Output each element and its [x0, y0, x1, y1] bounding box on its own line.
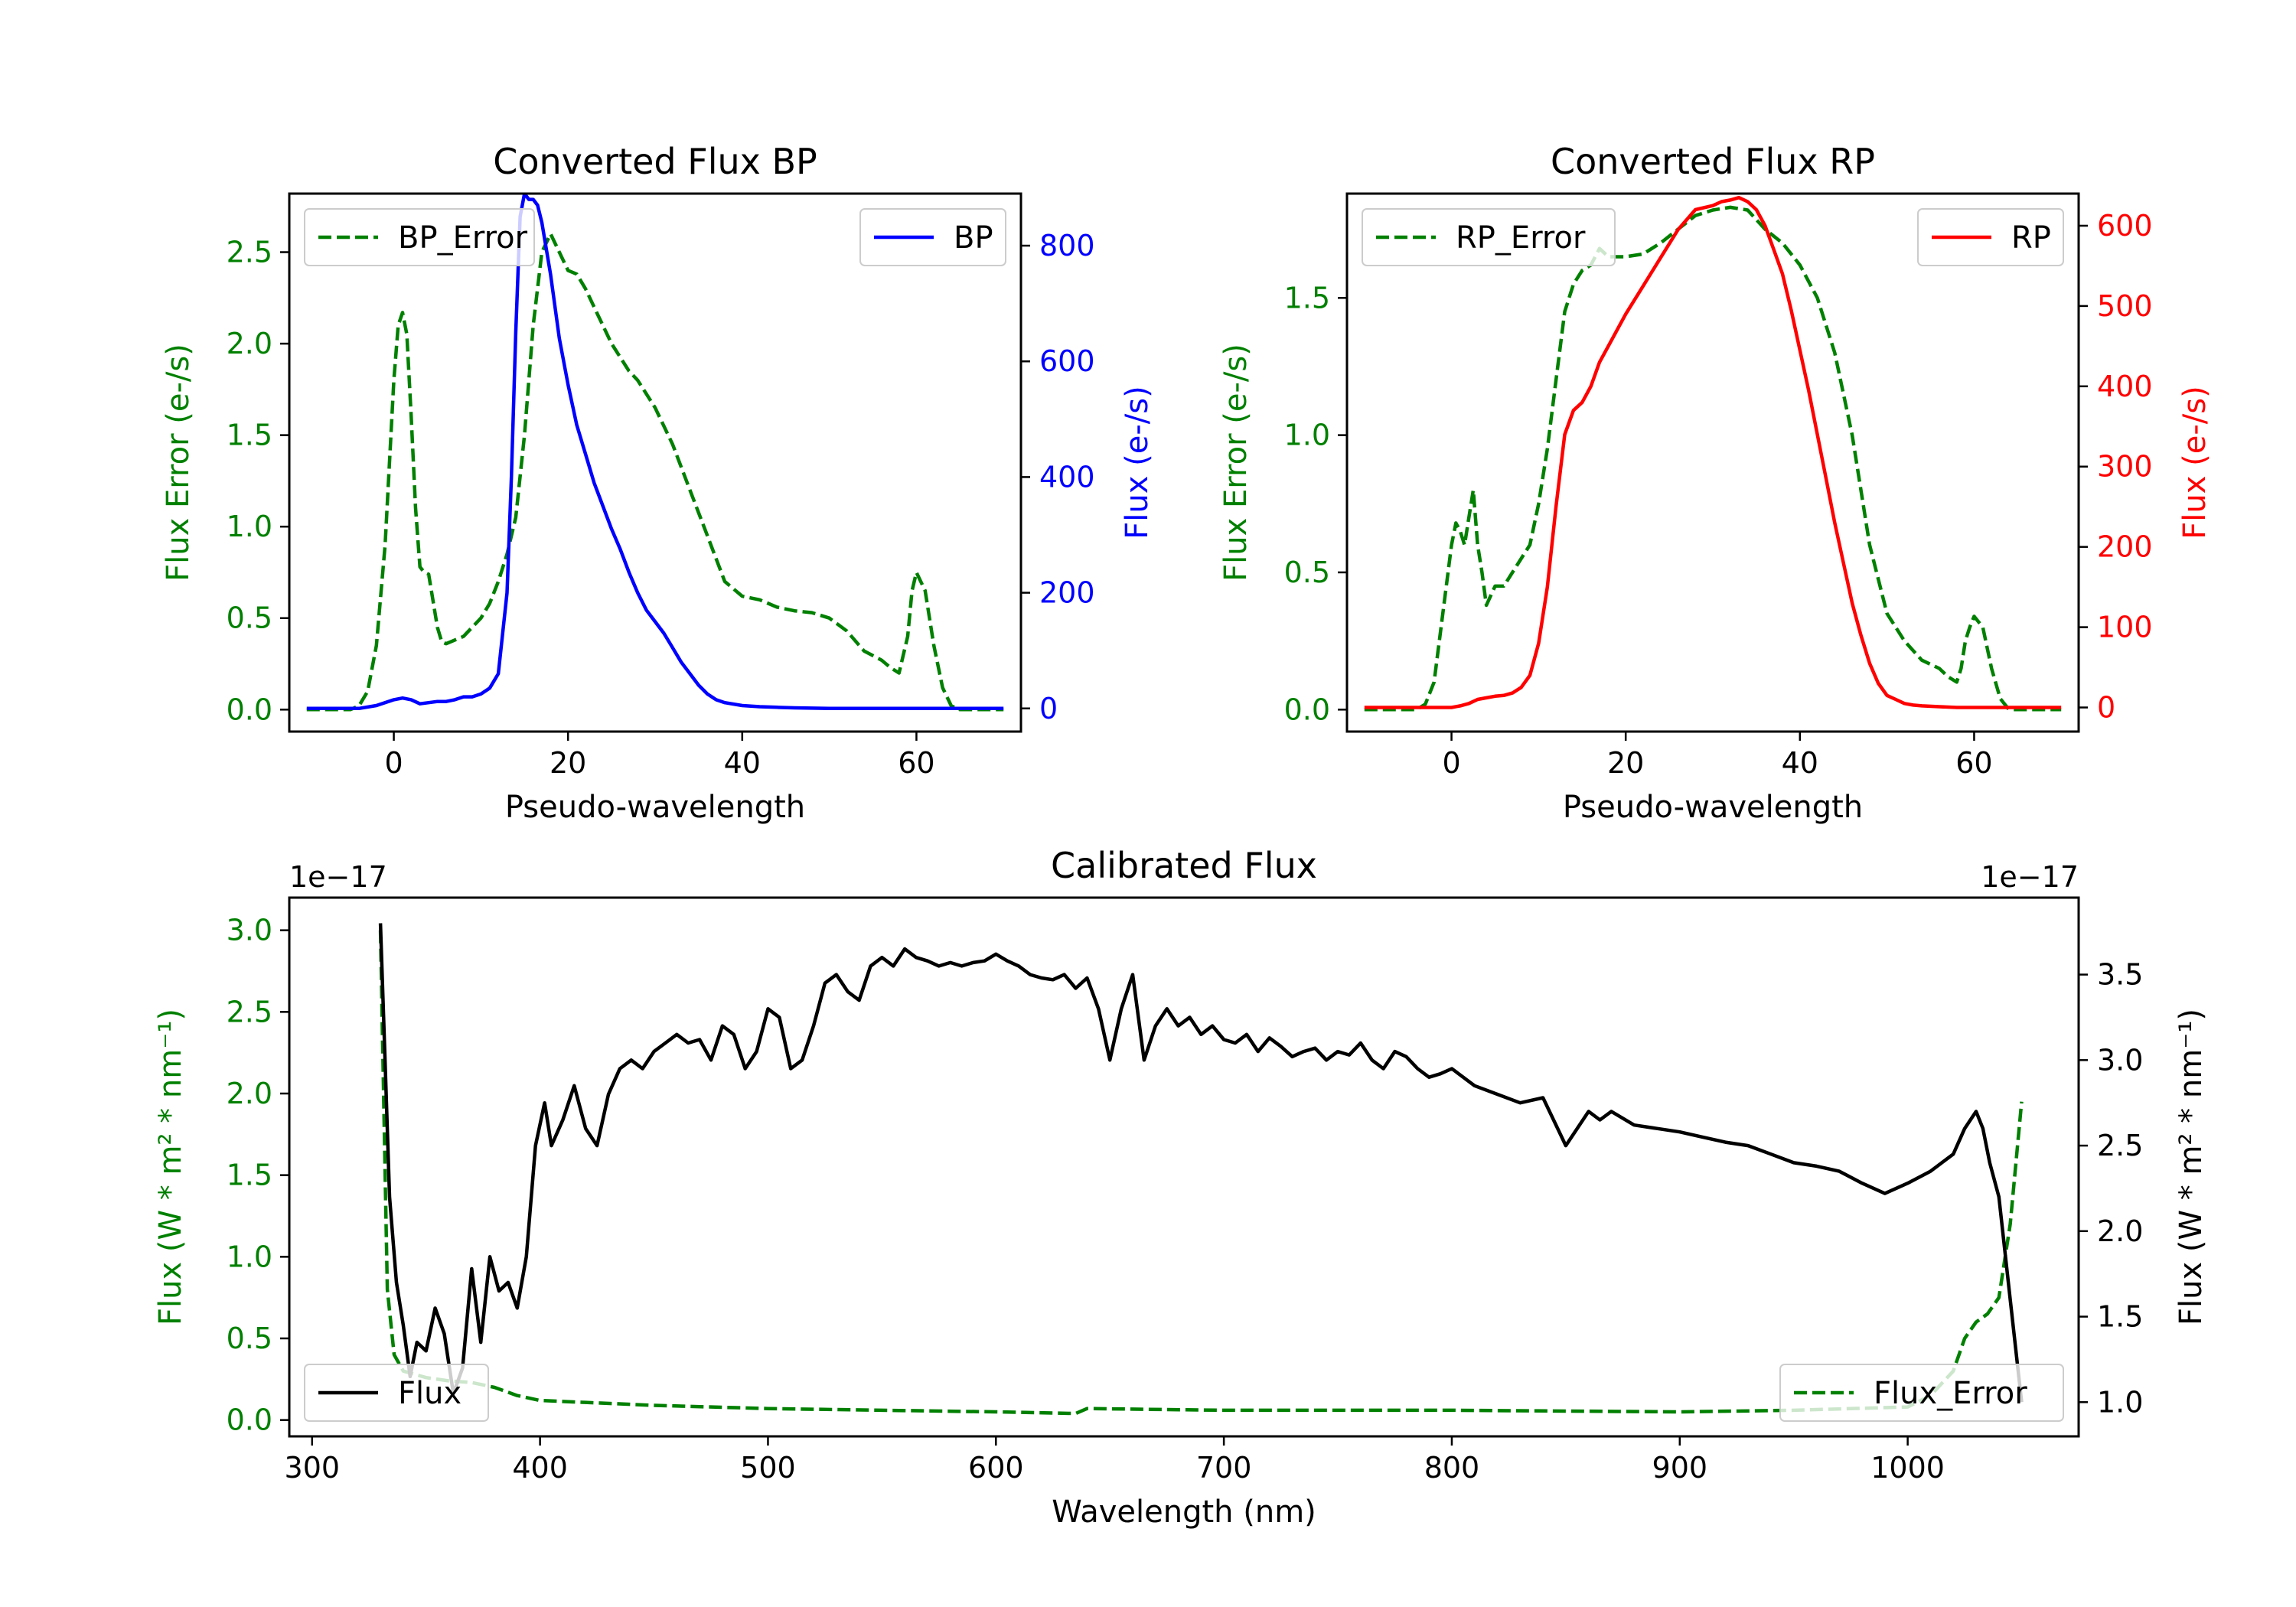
y-left-tick-label: 1.5 — [227, 1159, 272, 1192]
legend-left: RP_Error — [1362, 208, 1616, 266]
y-right-tick-label: 1.5 — [2097, 1300, 2143, 1334]
legend-box — [1779, 1364, 2064, 1422]
chart-title: Converted Flux BP — [493, 141, 817, 182]
series-line-bp — [306, 194, 1004, 711]
plot-frame — [288, 192, 1022, 733]
x-tick-label: 300 — [285, 1451, 341, 1485]
y-left-tick-label: 0.5 — [227, 1322, 272, 1355]
y-left-tick-label: 1.0 — [227, 1240, 272, 1273]
legend-left: Flux — [304, 1364, 489, 1422]
series-line-rp — [1364, 195, 2062, 709]
x-tick-label: 0 — [384, 746, 403, 780]
y-left-tick-label: 0.5 — [227, 601, 272, 635]
x-tick-label: 60 — [898, 746, 934, 780]
x-tick-label: 700 — [1196, 1451, 1252, 1485]
x-tick-label: 0 — [1442, 746, 1460, 780]
y-left-tick-label: 1.5 — [227, 419, 272, 452]
chart-cal: 300 400 500 600 700 800 900 1000 0.0 0.5 1.0 1.5 2.0… — [153, 845, 2209, 1530]
x-tick-label: 40 — [724, 746, 761, 780]
y-left-tick-label: 2.0 — [227, 327, 272, 360]
y-right-tick-label: 2.5 — [2097, 1129, 2143, 1162]
x-tick-label: 40 — [1782, 746, 1818, 780]
chart-rp: 0 20 40 60 0.0 0.5 1.0 1.5 0 100 200 300 400 500 600 Co… — [1218, 141, 2213, 825]
y-left-tick-label: 0.0 — [227, 693, 272, 726]
series-line-flux-error — [378, 930, 2024, 1416]
plot-frame — [288, 896, 2080, 1438]
x-tick-label: 800 — [1424, 1451, 1480, 1485]
y-left-tick-label: 0.0 — [227, 1403, 272, 1437]
x-tick-label: 400 — [512, 1451, 568, 1485]
offset-label-right: 1e−17 — [1981, 860, 2079, 894]
x-tick-label: 900 — [1652, 1451, 1708, 1485]
legend-label: BP_Error — [398, 220, 528, 256]
legend-right: BP — [859, 208, 1006, 266]
y-left-axis-label: Flux Error (e-/s) — [161, 344, 196, 582]
y-left-axis-label: Flux Error (e-/s) — [1218, 344, 1254, 582]
legend-right: Flux_Error — [1779, 1364, 2064, 1422]
y-right-tick-label: 400 — [1039, 460, 1095, 494]
series-line-rp-error — [1364, 205, 2062, 712]
y-left-tick-label: 2.0 — [227, 1077, 272, 1110]
x-axis-label: Pseudo-wavelength — [505, 790, 805, 825]
y-left-tick-label: 1.5 — [1284, 281, 1330, 315]
y-right-axis-label: Flux (e-/s) — [2177, 386, 2213, 539]
y-right-axis-label: Flux (e-/s) — [1120, 386, 1155, 539]
x-tick-label: 500 — [740, 1451, 796, 1485]
x-tick-label: 600 — [968, 1451, 1024, 1485]
y-right-tick-label: 800 — [1039, 229, 1095, 262]
y-left-tick-label: 0.0 — [1284, 693, 1330, 726]
y-right-tick-label: 0 — [2097, 691, 2115, 725]
y-right-tick-label: 1.0 — [2097, 1385, 2143, 1419]
legend-label: Flux_Error — [1874, 1376, 2027, 1411]
plot-frame — [1345, 192, 2080, 733]
y-left-axis-label: Flux (W * m² * nm⁻¹) — [153, 1009, 188, 1325]
series-line-bp-error — [306, 232, 1004, 712]
chart-bp: 0 20 40 60 0.0 0.5 1.0 1.5 2.0 2.5 0 200 400 600 800 Co… — [161, 141, 1155, 825]
chart-title: Calibrated Flux — [1051, 845, 1317, 886]
legend-box — [304, 1364, 489, 1422]
x-tick-label: 60 — [1955, 746, 1992, 780]
x-axis-label: Wavelength (nm) — [1052, 1495, 1316, 1530]
offset-label-left: 1e−17 — [289, 860, 387, 894]
y-left-tick-label: 2.5 — [227, 236, 272, 269]
legend-left: BP_Error — [304, 208, 535, 266]
legend-box — [304, 208, 535, 266]
y-right-tick-label: 0 — [1039, 692, 1058, 725]
y-right-tick-label: 2.0 — [2097, 1214, 2143, 1248]
y-right-tick-label: 400 — [2097, 370, 2153, 403]
y-left-tick-label: 1.0 — [1284, 419, 1330, 452]
y-right-tick-label: 200 — [1039, 576, 1095, 610]
legend-label: Flux — [398, 1376, 461, 1411]
y-right-tick-label: 200 — [2097, 530, 2153, 564]
legend-label: BP — [954, 220, 993, 256]
y-right-tick-label: 300 — [2097, 450, 2153, 484]
y-right-tick-label: 500 — [2097, 289, 2153, 323]
legend-label: RP_Error — [1456, 220, 1586, 256]
x-tick-label: 20 — [1607, 746, 1644, 780]
y-right-tick-label: 600 — [1039, 344, 1095, 378]
y-left-tick-label: 0.5 — [1284, 556, 1330, 589]
y-left-tick-label: 2.5 — [227, 995, 272, 1028]
x-tick-label: 20 — [550, 746, 586, 780]
y-left-tick-label: 1.0 — [227, 510, 272, 543]
x-axis-label: Pseudo-wavelength — [1563, 790, 1863, 825]
y-right-tick-label: 3.5 — [2097, 958, 2143, 992]
y-right-tick-label: 100 — [2097, 611, 2153, 644]
y-right-tick-label: 600 — [2097, 209, 2153, 243]
x-tick-label: 1000 — [1870, 1451, 1945, 1485]
series-line-flux — [378, 923, 2024, 1403]
y-right-tick-label: 3.0 — [2097, 1043, 2143, 1077]
legend-right: RP — [1917, 208, 2064, 266]
y-right-axis-label: Flux (W * m² * nm⁻¹) — [2174, 1009, 2209, 1325]
chart-title: Converted Flux RP — [1551, 141, 1875, 182]
y-left-tick-label: 3.0 — [227, 914, 272, 947]
legend-box — [1362, 208, 1616, 266]
legend-label: RP — [2011, 220, 2051, 256]
